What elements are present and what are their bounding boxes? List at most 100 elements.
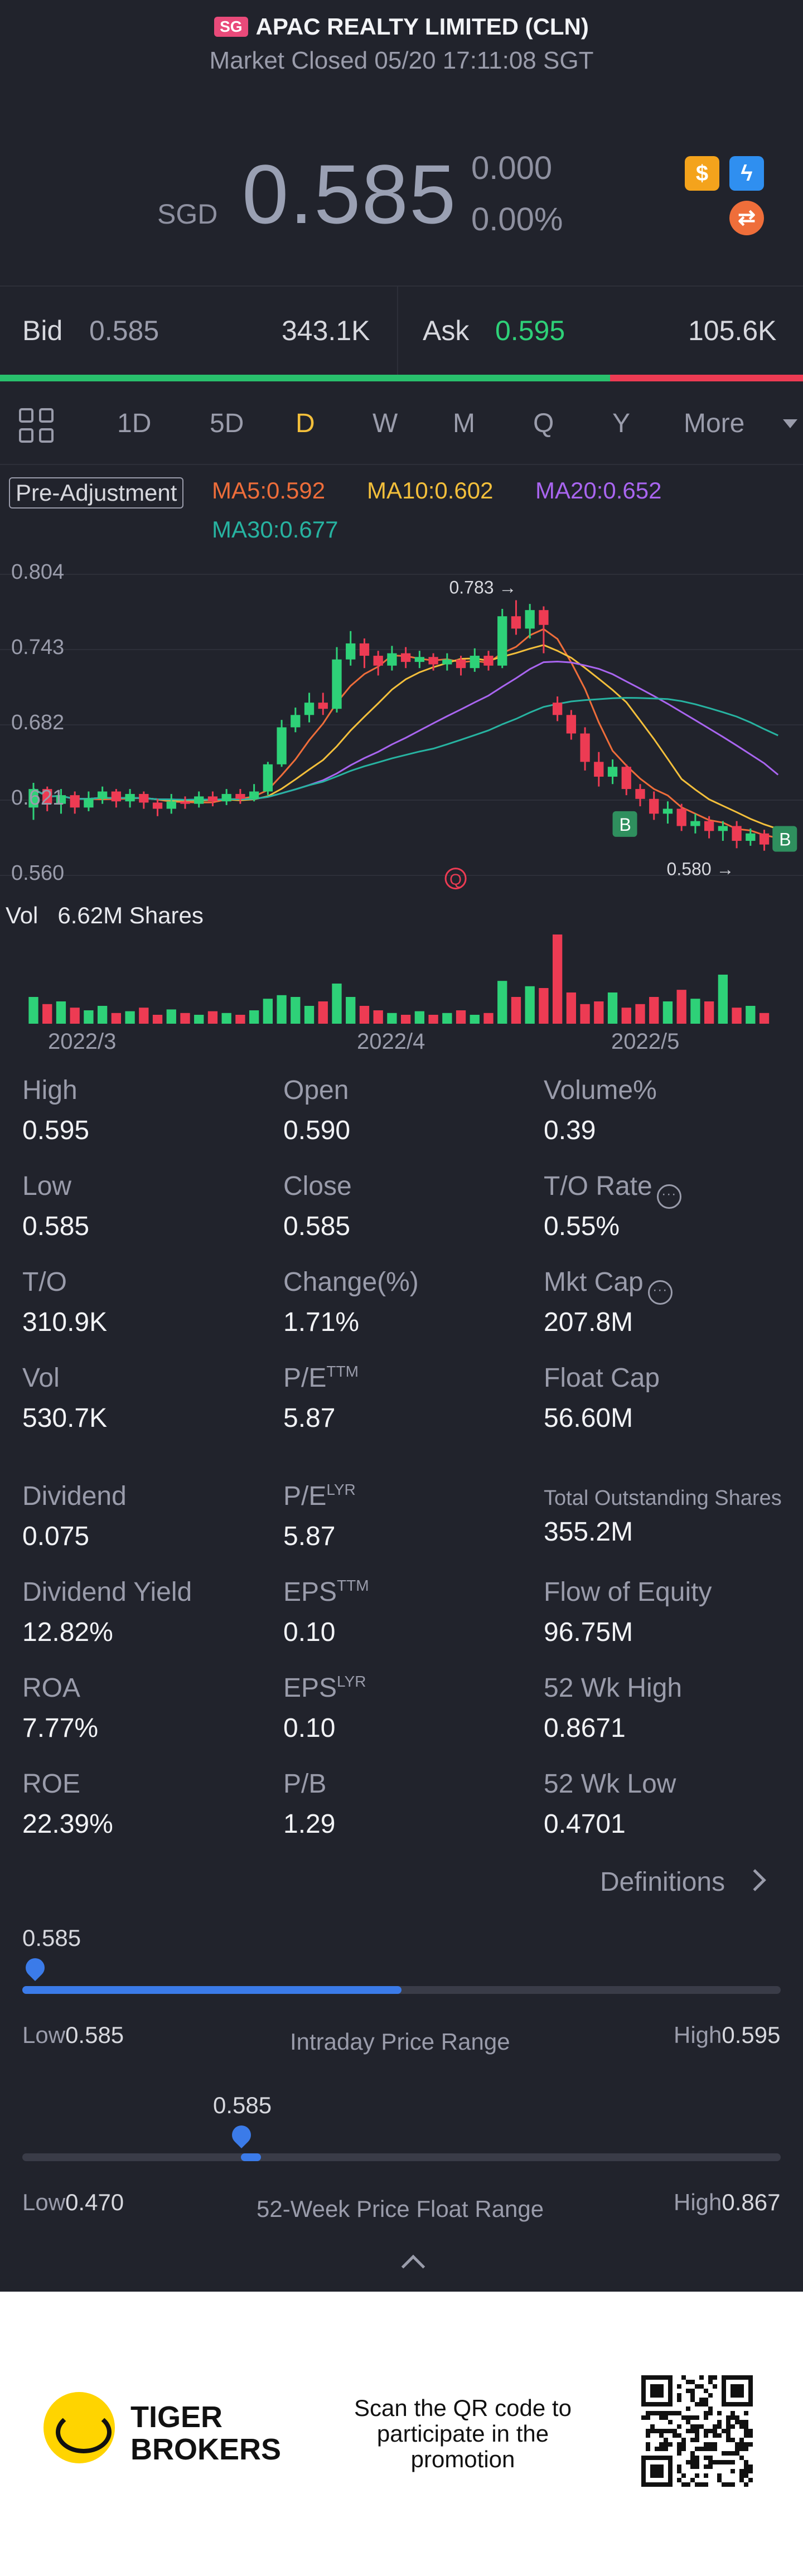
volume-bar <box>56 1001 66 1024</box>
candle-body <box>263 764 273 792</box>
pre-adjustment-toggle[interactable]: Pre-Adjustment <box>9 477 184 509</box>
tab-1d[interactable]: 1D <box>117 409 152 438</box>
tab-weekly[interactable]: W <box>373 409 398 438</box>
qr-module <box>664 2442 668 2447</box>
tab-more[interactable]: More <box>684 409 745 438</box>
week52-marker <box>241 2153 261 2161</box>
qr-module <box>664 2415 668 2420</box>
volume-bar <box>483 1013 494 1024</box>
stat-float-cap-value: 56.60M <box>544 1403 633 1433</box>
qr-module <box>695 2482 699 2487</box>
bid-price: 0.585 <box>89 315 159 346</box>
week52-high: High0.867 <box>674 2189 781 2216</box>
info-icon[interactable]: ··· <box>656 1184 681 1209</box>
candle-body <box>552 703 563 715</box>
chevron-down-icon[interactable] <box>783 419 797 428</box>
qr-module <box>681 2375 686 2380</box>
qr-module <box>726 2438 731 2442</box>
qr-module <box>731 2415 735 2420</box>
qr-module <box>690 2464 695 2469</box>
last-price: 0.585 <box>242 147 457 241</box>
qr-module <box>681 2482 686 2487</box>
stat-to-label: T/O <box>22 1267 67 1297</box>
qr-module <box>681 2447 686 2451</box>
volume-label: Vol 6.62M Shares <box>6 902 204 929</box>
stat-52wk-low-value: 0.4701 <box>544 1809 626 1839</box>
qr-module <box>690 2393 695 2398</box>
qr-module <box>655 2447 659 2451</box>
high-price-marker: 0.783 → <box>449 577 516 597</box>
candle-body <box>70 795 80 808</box>
qr-module <box>717 2411 722 2415</box>
qr-module <box>690 2389 695 2393</box>
qr-module <box>681 2415 686 2420</box>
qr-module <box>748 2469 753 2473</box>
chevron-right-icon[interactable] <box>744 1869 766 1891</box>
qr-module <box>704 2429 708 2433</box>
stat-open-value: 0.590 <box>283 1116 351 1145</box>
location-pin-icon <box>21 1954 49 1982</box>
candle-body <box>97 791 108 799</box>
candle-body <box>428 657 438 665</box>
tab-5d[interactable]: 5D <box>210 409 244 438</box>
qr-module <box>659 2429 664 2433</box>
stock-title-row: SG APAC REALTY LIMITED (CLN) <box>0 13 803 40</box>
volume-bar <box>566 992 577 1024</box>
bid-label: Bid <box>22 315 63 346</box>
stat-open-label: Open <box>283 1076 349 1105</box>
qr-module <box>668 2429 673 2433</box>
candle-body <box>607 767 618 777</box>
market-status: Market Closed 05/20 17:11:08 SGT <box>209 47 594 74</box>
qr-module <box>655 2429 659 2433</box>
chevron-up-icon[interactable] <box>401 2254 425 2279</box>
volume-label-text: Vol <box>6 902 38 928</box>
qr-module <box>695 2456 699 2460</box>
qr-module <box>739 2456 744 2460</box>
candle-body <box>746 833 756 841</box>
buy-marker-label: B <box>620 815 631 835</box>
stat-pe-ttm-label-text: P/E <box>283 1363 327 1393</box>
qr-module <box>686 2420 690 2424</box>
qr-module <box>655 2411 659 2415</box>
qr-module <box>677 2447 681 2451</box>
stat-eps-lyr-label: EPSLYR <box>283 1673 366 1703</box>
bid-ask-divider <box>397 287 398 377</box>
volume-bar <box>346 997 356 1024</box>
stat-pe-ttm-value: 5.87 <box>283 1403 336 1433</box>
brand-name: TIGER BROKERS <box>130 2401 281 2466</box>
lightning-icon[interactable]: ϟ <box>729 156 764 191</box>
volume-bar <box>594 1001 604 1024</box>
qr-module <box>699 2375 704 2380</box>
definitions-link[interactable]: Definitions <box>600 1867 725 1897</box>
qr-module <box>659 2433 664 2438</box>
qr-code[interactable] <box>641 2375 753 2487</box>
qr-module <box>708 2393 713 2398</box>
candle-body <box>318 703 328 709</box>
candle-body <box>539 610 549 625</box>
qr-module <box>704 2464 708 2469</box>
y-tick-label: 0.743 <box>11 636 65 659</box>
tab-yearly[interactable]: Y <box>612 409 631 438</box>
dollar-icon[interactable]: $ <box>685 156 719 191</box>
candle-body <box>704 821 714 831</box>
volume-bar <box>166 1009 176 1024</box>
qr-module <box>664 2438 668 2442</box>
intraday-low: Low0.585 <box>22 2022 124 2049</box>
tab-monthly[interactable]: M <box>453 409 475 438</box>
info-icon[interactable]: ··· <box>647 1280 673 1305</box>
qr-module <box>717 2473 722 2478</box>
qr-module <box>668 2442 673 2447</box>
qr-module <box>695 2464 699 2469</box>
qr-module <box>713 2429 717 2433</box>
swap-icon[interactable]: ⇄ <box>729 201 764 235</box>
candle-body <box>483 656 494 666</box>
tab-daily[interactable]: D <box>296 409 315 438</box>
layout-grid-icon[interactable] <box>19 408 56 445</box>
tab-quarterly[interactable]: Q <box>533 409 554 438</box>
qr-module <box>708 2406 713 2411</box>
tiger-brokers-logo <box>43 2392 115 2463</box>
stat-close-value: 0.585 <box>283 1212 351 1241</box>
volume-bar <box>42 1004 52 1024</box>
candlestick-chart[interactable]: 0.783 → 0.580 → B B Q <box>0 552 803 1043</box>
stat-pe-lyr-sup: LYR <box>326 1481 356 1498</box>
